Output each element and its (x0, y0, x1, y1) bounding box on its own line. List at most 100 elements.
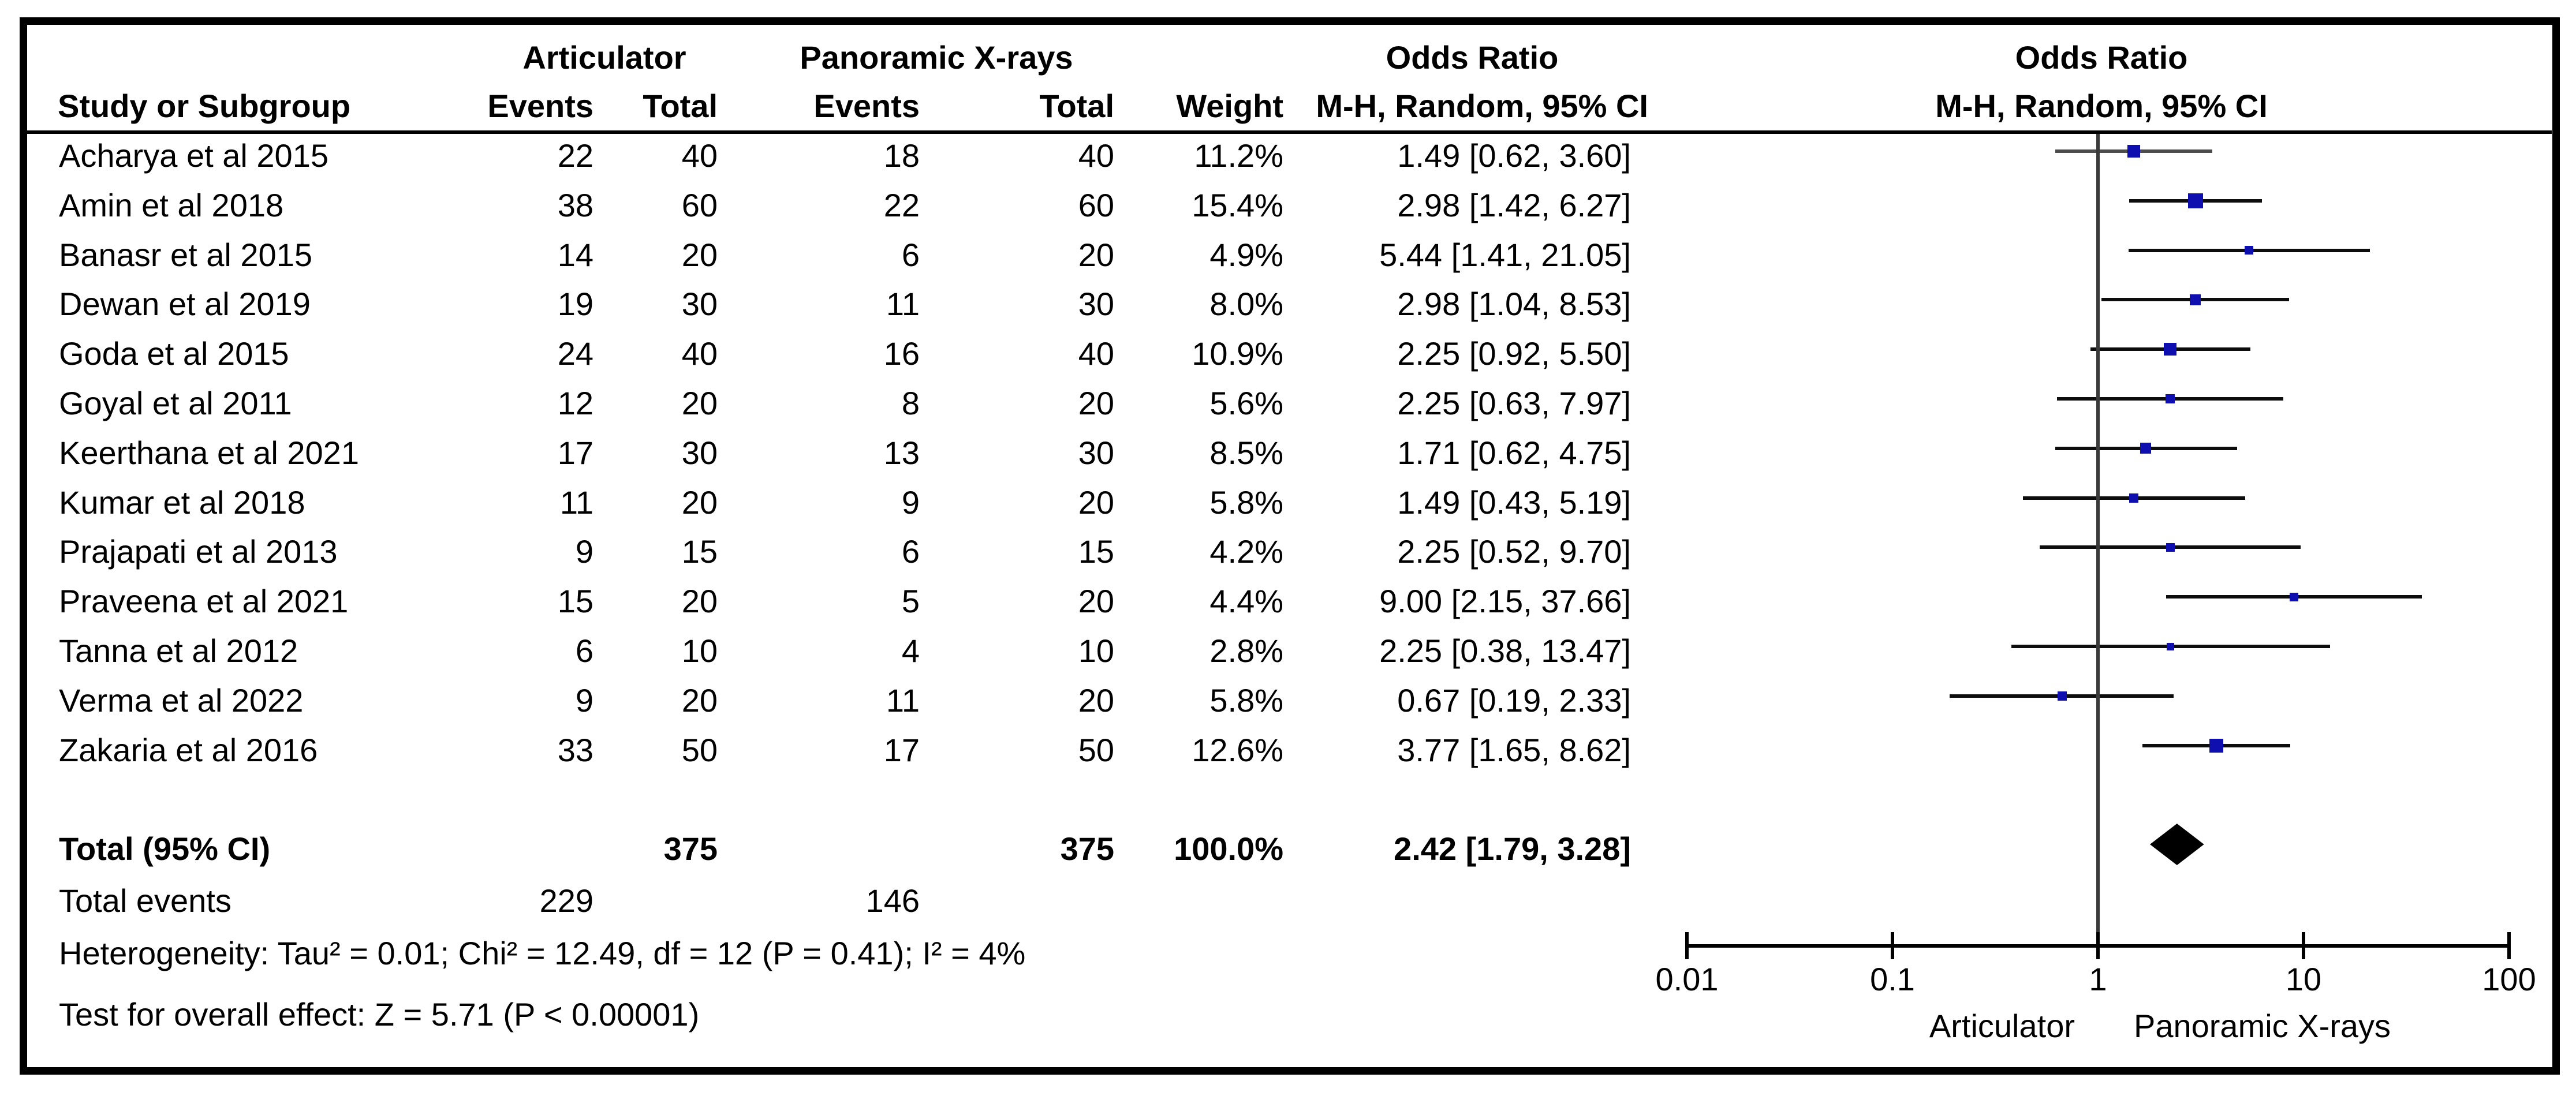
total-row-label: Total (95% CI) (59, 831, 271, 867)
axis-left-label: Articulator (1929, 1008, 2075, 1044)
weight-cell: 12.6% (1192, 731, 1283, 768)
x-axis-tick (2507, 932, 2511, 959)
weight-cell: 5.8% (1209, 682, 1283, 719)
total1-cell: 20 (681, 484, 718, 521)
effect-square (2209, 738, 2224, 753)
total2-cell: 30 (1078, 286, 1114, 323)
plot-header-odds-ratio: Odds Ratio (2015, 39, 2188, 76)
total1-cell: 20 (681, 583, 718, 620)
or-ci-cell: 2.98 [1.42, 6.27] (1397, 186, 1631, 223)
effect-square (2164, 343, 2177, 356)
effect-square (2058, 691, 2067, 701)
or-ci-cell: 2.25 [0.63, 7.97] (1397, 385, 1631, 421)
weight-cell: 15.4% (1192, 186, 1283, 223)
total2-cell: 20 (1078, 385, 1114, 421)
events2-cell: 5 (901, 583, 920, 620)
x-axis-tick (1891, 932, 1894, 959)
events2-cell: 4 (901, 633, 920, 669)
plot-header-method: M-H, Random, 95% CI (1935, 88, 2268, 124)
effect-square (2166, 394, 2175, 403)
total1-cell: 15 (681, 533, 718, 570)
x-axis-tick-label: 0.1 (1870, 961, 1915, 997)
total1-cell: 20 (681, 682, 718, 719)
effect-square (2166, 543, 2175, 552)
study-name: Tanna et al 2012 (59, 633, 298, 669)
total2-cell: 50 (1078, 731, 1114, 768)
events2-cell: 6 (901, 236, 920, 273)
weight-cell: 8.0% (1209, 286, 1283, 323)
header-separator (27, 130, 2552, 134)
effect-square (2140, 443, 2152, 454)
total1-cell: 20 (681, 385, 718, 421)
events2-cell: 9 (901, 484, 920, 521)
effect-square (2187, 193, 2203, 208)
events1-cell: 15 (557, 583, 593, 620)
null-effect-line (2096, 134, 2100, 946)
events2-cell: 22 (883, 186, 920, 223)
col-header-odds-ratio-text: Odds Ratio (1386, 39, 1559, 76)
events1-cell: 38 (557, 186, 593, 223)
col-header-weight: Weight (1176, 88, 1283, 124)
total1-cell: 60 (681, 186, 718, 223)
events1-cell: 17 (557, 434, 593, 471)
heterogeneity-text: Heterogeneity: Tau² = 0.01; Chi² = 12.49… (59, 935, 1026, 971)
total2-cell: 40 (1078, 137, 1114, 174)
events1-cell: 22 (557, 137, 593, 174)
study-name: Amin et al 2018 (59, 186, 284, 223)
total2-cell: 40 (1078, 335, 1114, 372)
effect-square (2166, 642, 2174, 650)
study-name: Keerthana et al 2021 (59, 434, 359, 471)
total2-cell: 15 (1078, 533, 1114, 570)
x-axis-tick-label: 0.01 (1655, 961, 1719, 997)
x-axis-tick (2096, 932, 2100, 959)
axis-right-label: Panoramic X-rays (2134, 1008, 2391, 1044)
col-header-study: Study or Subgroup (58, 88, 351, 124)
total1-cell: 30 (681, 434, 718, 471)
total1-cell: 20 (681, 236, 718, 273)
col-header-group1: Articulator (522, 39, 686, 76)
events2-cell: 11 (886, 682, 920, 719)
study-name: Kumar et al 2018 (59, 484, 305, 521)
col-header-method-text: M-H, Random, 95% CI (1316, 88, 1648, 124)
study-name: Acharya et al 2015 (59, 137, 328, 174)
total2-cell: 60 (1078, 186, 1114, 223)
total1-cell: 30 (681, 286, 718, 323)
weight-cell: 4.2% (1209, 533, 1283, 570)
study-name: Goyal et al 2011 (59, 385, 292, 421)
weight-cell: 5.8% (1209, 484, 1283, 521)
events1-cell: 11 (559, 484, 593, 521)
x-axis-tick-label: 10 (2285, 961, 2322, 997)
col-header-events2: Events (813, 88, 920, 124)
effect-square (2127, 145, 2140, 158)
or-ci-cell: 1.49 [0.43, 5.19] (1397, 484, 1631, 521)
weight-cell: 4.9% (1209, 236, 1283, 273)
total2-cell: 20 (1078, 236, 1114, 273)
or-ci-cell: 1.49 [0.62, 3.60] (1397, 137, 1631, 174)
col-header-group2: Panoramic X-rays (800, 39, 1073, 76)
total1-cell: 40 (681, 335, 718, 372)
total-events-label: Total events (59, 882, 232, 919)
events1-cell: 9 (575, 533, 593, 570)
events2-cell: 13 (883, 434, 920, 471)
events1-cell: 19 (557, 286, 593, 323)
or-ci-cell: 2.25 [0.92, 5.50] (1397, 335, 1631, 372)
events2-cell: 6 (901, 533, 920, 570)
col-header-events1: Events (487, 88, 593, 124)
weight-cell: 5.6% (1209, 385, 1283, 421)
events1-cell: 12 (557, 385, 593, 421)
effect-square (2190, 294, 2201, 305)
effect-square (2290, 592, 2299, 601)
total1-cell: 40 (681, 137, 718, 174)
study-name: Dewan et al 2019 (59, 286, 311, 323)
total2-cell: 20 (1078, 484, 1114, 521)
total-events1-cell: 229 (539, 882, 593, 919)
events2-cell: 8 (901, 385, 920, 421)
effect-square (2129, 493, 2138, 503)
total2-sum-cell: 375 (1060, 831, 1114, 867)
x-axis-tick (1685, 932, 1689, 959)
total1-cell: 50 (681, 731, 718, 768)
study-name: Goda et al 2015 (59, 335, 289, 372)
total1-sum-cell: 375 (663, 831, 718, 867)
events1-cell: 6 (575, 633, 593, 669)
